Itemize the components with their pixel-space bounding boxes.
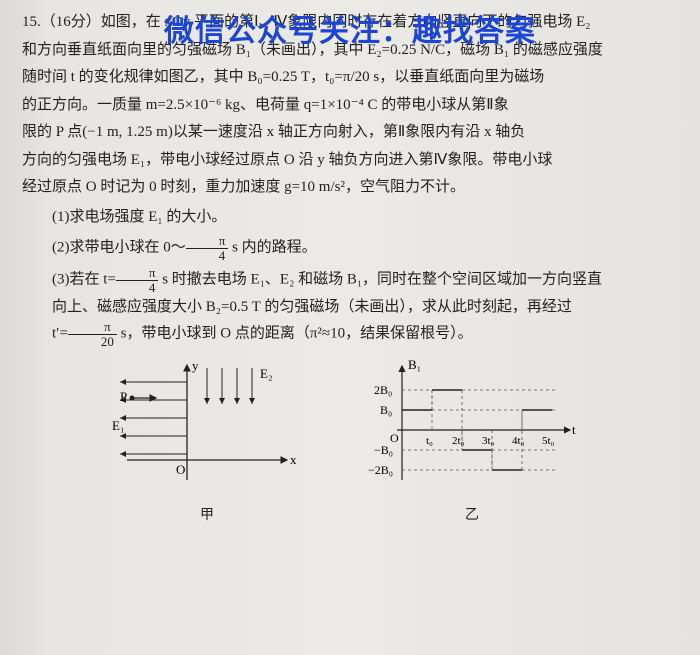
frac-pi-20: π20 — [68, 320, 117, 348]
q3-part-a: (3)若在 t= — [52, 272, 116, 288]
x-4t0: 4t₀ — [512, 435, 525, 447]
line-6: 方向的匀强电场 E₁，带电小球经过原点 O 沿 y 轴负方向进入第Ⅳ象限。带电小… — [22, 148, 672, 174]
figure-left: y x O E₁ P E₂ 甲 — [112, 360, 302, 527]
question-2: (2)求带电小球在 0～π4 s 内的路程。 — [22, 234, 672, 262]
tprime-label: t′= — [52, 326, 68, 342]
frac-pi-4-b: π4 — [116, 266, 159, 294]
q2-part-b: s 内的路程。 — [228, 240, 316, 256]
origin-label: O — [176, 462, 185, 477]
y-n2b0: −2B₀ — [368, 463, 393, 477]
axis-x-label: x — [290, 452, 297, 467]
y-nb0: −B₀ — [374, 443, 393, 457]
x-3t0: 3t₀ — [482, 435, 495, 447]
x-5t0: 5t₀ — [542, 435, 555, 447]
x-t0: t₀ — [426, 435, 433, 447]
line-4: 的正方向。一质量 m=2.5×10⁻⁶ kg、电荷量 q=1×10⁻⁴ C 的带… — [22, 93, 672, 119]
b-axis-label: B₁ — [408, 357, 421, 372]
line-3: 随时间 t 的变化规律如图乙，其中 B₀=0.25 T，t₀=π/20 s，以垂… — [22, 65, 672, 91]
question-3-line2: 向上、磁感应强度大小 B₂=0.5 T 的匀强磁场（未画出），求从此时刻起，再经… — [22, 295, 672, 321]
y-2b0: 2B₀ — [374, 383, 392, 397]
q3-part-d: s，带电小球到 O 点的距离（π²≈10，结果保留根号）。 — [117, 326, 473, 342]
figures-row: y x O E₁ P E₂ 甲 — [22, 360, 672, 527]
line-2: 和方向垂直纸面向里的匀强磁场 B₁（未画出），其中 E₂=0.25 N/C，磁场… — [22, 38, 672, 64]
figure-right-svg: B₁ t O 2B₀ B₀ −B₀ −2B₀ t₀ 2t₀ 3t₀ 4t₀ 5t… — [362, 360, 582, 490]
line-5: 限的 P 点(−1 m, 1.25 m)以某一速度沿 x 轴正方向射入，第Ⅱ象限… — [22, 120, 672, 146]
p-label: P — [120, 389, 127, 404]
e1-label: E₁ — [112, 418, 124, 433]
x-2t0: 2t₀ — [452, 435, 465, 447]
frac-pi-4: π4 — [186, 234, 229, 262]
e2-label: E₂ — [260, 366, 272, 381]
q2-part-a: (2)求带电小球在 0～ — [52, 240, 186, 256]
question-3-line1: (3)若在 t=π4 s 时撤去电场 E₁、E₂ 和磁场 B₁，同时在整个空间区… — [22, 266, 672, 294]
figure-left-caption: 甲 — [112, 504, 302, 528]
t-axis-label: t — [572, 422, 576, 437]
question-3-line3: t′=π20 s，带电小球到 O 点的距离（π²≈10，结果保留根号）。 — [22, 320, 672, 348]
line-7: 经过原点 O 时记为 0 时刻，重力加速度 g=10 m/s²，空气阻力不计。 — [22, 175, 672, 201]
figure-right-caption: 乙 — [362, 504, 582, 528]
q3-part-b: s 时撤去电场 E₁、E₂ 和磁场 B₁，同时在整个空间区域加一方向竖直 — [158, 272, 602, 288]
question-1: (1)求电场强度 E₁ 的大小。 — [22, 205, 672, 231]
figure-right: B₁ t O 2B₀ B₀ −B₀ −2B₀ t₀ 2t₀ 3t₀ 4t₀ 5t… — [362, 360, 582, 527]
y-b0: B₀ — [380, 403, 392, 417]
axis-y-label: y — [192, 358, 199, 373]
figure-left-svg: y x O E₁ P E₂ — [112, 360, 302, 490]
line-1: 15.（16分）如图，在 xOy 平面的第Ⅰ、Ⅳ象限内同时存在着方向竖直向下的匀… — [22, 10, 672, 36]
